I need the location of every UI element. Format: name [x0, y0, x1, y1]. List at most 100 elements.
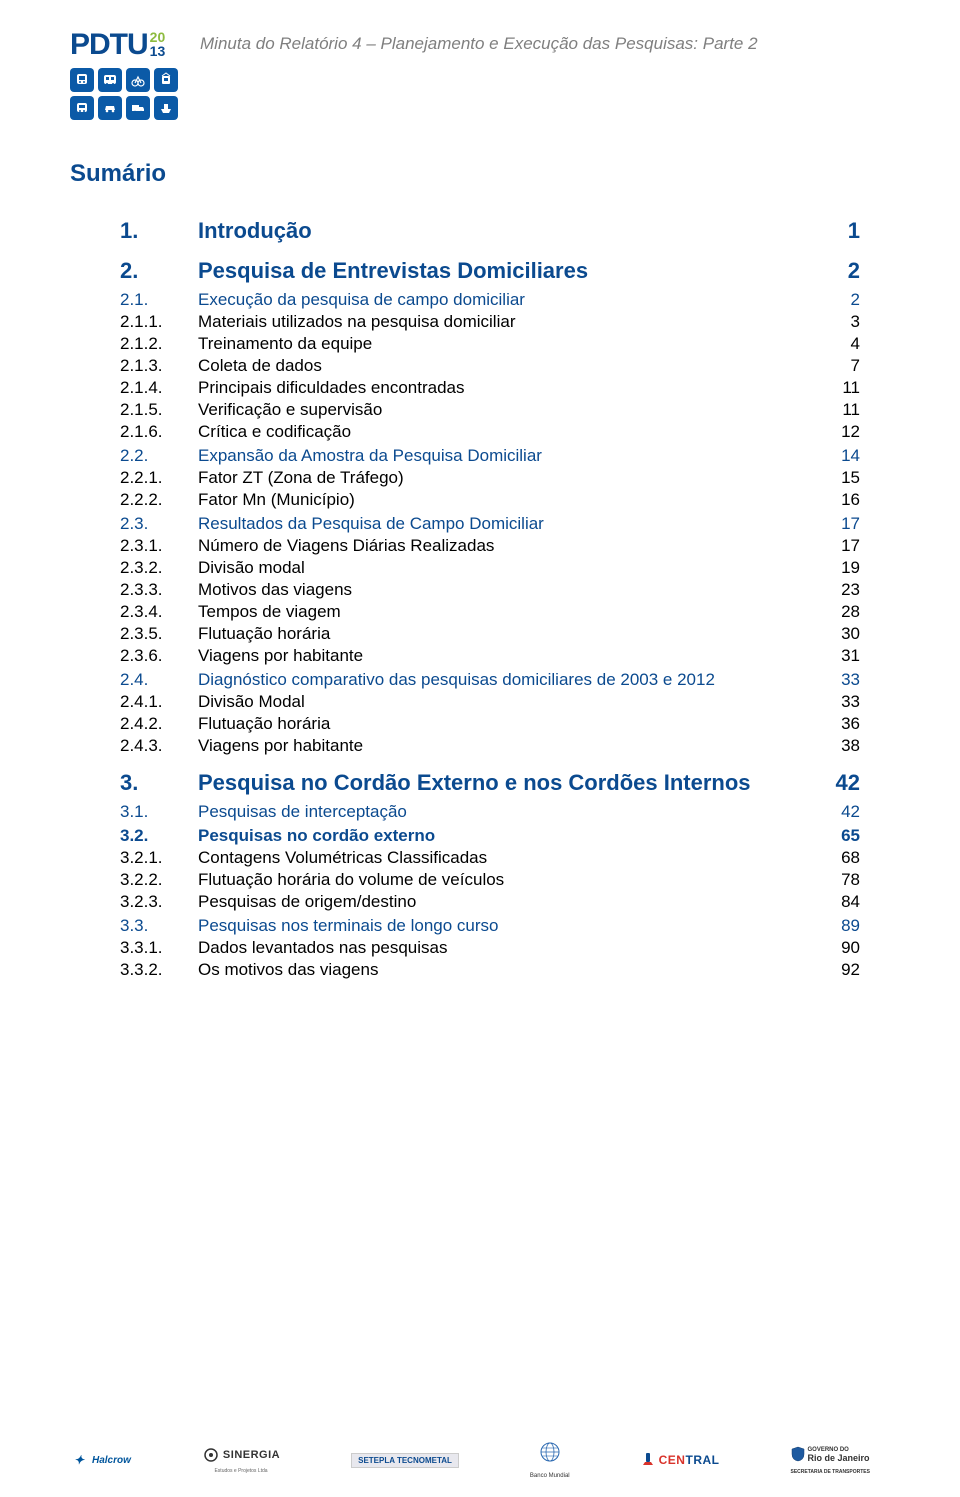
toc-page: 12 [820, 422, 860, 442]
sinergia-icon [202, 1446, 220, 1464]
footer-setepla: SETEPLA TECNOMETAL [351, 1453, 459, 1468]
toc-page: 19 [820, 558, 860, 578]
toc-title: Pesquisas de interceptação [198, 802, 820, 822]
page-header: PDTU 20 13 [70, 28, 870, 120]
toc-row: 2.Pesquisa de Entrevistas Domiciliares2 [120, 258, 860, 284]
toc-title: Contagens Volumétricas Classificadas [198, 848, 820, 868]
toc-number: 3.3.2. [120, 960, 198, 980]
toc-number: 2.1.1. [120, 312, 198, 332]
toc-number: 2.2. [120, 446, 198, 466]
toc-page: 38 [820, 736, 860, 756]
toc-page: 33 [820, 692, 860, 712]
bus-icon [98, 68, 122, 92]
document-page: PDTU 20 1 3 [0, 0, 960, 1497]
toc-row: 3.2.Pesquisas no cordão externo65 [120, 826, 860, 846]
toc-page: 65 [820, 826, 860, 846]
toc-row: 3.3.1.Dados levantados nas pesquisas90 [120, 938, 860, 958]
toc-row: 2.4.1.Divisão Modal33 [120, 692, 860, 712]
toc-number: 2.4.2. [120, 714, 198, 734]
sumario-heading: Sumário [70, 160, 870, 188]
toc-number: 2.2.1. [120, 468, 198, 488]
toc-page: 42 [820, 802, 860, 822]
toc-number: 2.2.2. [120, 490, 198, 510]
toc-page: 84 [820, 892, 860, 912]
toc-row: 3.Pesquisa no Cordão Externo e nos Cordõ… [120, 770, 860, 796]
toc-page: 14 [820, 446, 860, 466]
toc-number: 2.3.5. [120, 624, 198, 644]
footer-sinergia-sub: Estudos e Projetos Ltda [214, 1468, 267, 1474]
toc-title: Expansão da Amostra da Pesquisa Domicili… [198, 446, 820, 466]
toc-title: Pesquisa de Entrevistas Domiciliares [198, 258, 820, 284]
toc-page: 33 [820, 670, 860, 690]
toc-number: 3. [120, 770, 198, 796]
toc-title: Viagens por habitante [198, 736, 820, 756]
toc-page: 23 [820, 580, 860, 600]
toc-number: 2.3. [120, 514, 198, 534]
toc-number: 3.2. [120, 826, 198, 846]
toc-page: 28 [820, 602, 860, 622]
toc-row: 2.1.2.Treinamento da equipe4 [120, 334, 860, 354]
toc-row: 3.2.1.Contagens Volumétricas Classificad… [120, 848, 860, 868]
toc-page: 17 [820, 536, 860, 556]
page-footer: ✦ Halcrow SINERGIA Estudos e Projetos Lt… [70, 1441, 870, 1479]
toc-number: 2.1.5. [120, 400, 198, 420]
toc-number: 2.1.4. [120, 378, 198, 398]
logo-icon-grid [70, 68, 180, 120]
footer-sinergia: SINERGIA Estudos e Projetos Ltda [202, 1446, 280, 1474]
toc-page: 4 [820, 334, 860, 354]
logo-acronym: PDTU [70, 28, 148, 62]
toc-row: 3.1.Pesquisas de interceptação42 [120, 802, 860, 822]
footer-halcrow-label: Halcrow [92, 1455, 131, 1466]
footer-halcrow: ✦ Halcrow [70, 1451, 131, 1469]
toc-title: Pesquisas nos terminais de longo curso [198, 916, 820, 936]
toc-title: Flutuação horária [198, 714, 820, 734]
toc-number: 2.3.2. [120, 558, 198, 578]
toc-title: Flutuação horária [198, 624, 820, 644]
truck-icon [126, 96, 150, 120]
toc-number: 3.3.1. [120, 938, 198, 958]
toc-page: 11 [820, 400, 860, 420]
toc-page: 16 [820, 490, 860, 510]
toc-row: 2.1.6.Crítica e codificação12 [120, 422, 860, 442]
toc-row: 3.3.2.Os motivos das viagens92 [120, 960, 860, 980]
footer-central-label: CENTRAL [659, 1453, 720, 1467]
toc-number: 2.1.6. [120, 422, 198, 442]
toc-number: 3.2.3. [120, 892, 198, 912]
toc-row: 3.2.3.Pesquisas de origem/destino84 [120, 892, 860, 912]
footer-banco-mundial: Banco Mundial [530, 1441, 570, 1479]
toc-title: Fator Mn (Município) [198, 490, 820, 510]
toc-page: 90 [820, 938, 860, 958]
document-title: Minuta do Relatório 4 – Planejamento e E… [200, 34, 870, 54]
toc-row: 2.3.2.Divisão modal19 [120, 558, 860, 578]
footer-central: CENTRAL [641, 1452, 720, 1469]
toc-title: Viagens por habitante [198, 646, 820, 666]
toc-row: 2.3.1.Número de Viagens Diárias Realizad… [120, 536, 860, 556]
toc-number: 2.1.2. [120, 334, 198, 354]
toc-page: 68 [820, 848, 860, 868]
toc-row: 2.3.6.Viagens por habitante31 [120, 646, 860, 666]
toc-page: 3 [820, 312, 860, 332]
toc-title: Fator ZT (Zona de Tráfego) [198, 468, 820, 488]
toc-number: 2.3.1. [120, 536, 198, 556]
toc-row: 2.3.3.Motivos das viagens23 [120, 580, 860, 600]
toc-page: 2 [820, 258, 860, 284]
toc-row: 2.3.5.Flutuação horária30 [120, 624, 860, 644]
footer-rio-main: Rio de Janeiro [808, 1453, 870, 1463]
toc-page: 1 [820, 218, 860, 244]
toc-title: Divisão Modal [198, 692, 820, 712]
toc-page: 17 [820, 514, 860, 534]
toc-page: 2 [820, 290, 860, 310]
toc-title: Os motivos das viagens [198, 960, 820, 980]
toc-number: 2. [120, 258, 198, 284]
toc-number: 2.4.1. [120, 692, 198, 712]
toc-row: 2.1.1.Materiais utilizados na pesquisa d… [120, 312, 860, 332]
toc-number: 3.2.1. [120, 848, 198, 868]
toc-page: 15 [820, 468, 860, 488]
toc-title: Introdução [198, 218, 820, 244]
toc-title: Número de Viagens Diárias Realizadas [198, 536, 820, 556]
toc-title: Principais dificuldades encontradas [198, 378, 820, 398]
halcrow-icon: ✦ [70, 1451, 88, 1469]
toc-title: Dados levantados nas pesquisas [198, 938, 820, 958]
toc-page: 11 [820, 378, 860, 398]
logo-year-top: 20 [150, 30, 166, 44]
